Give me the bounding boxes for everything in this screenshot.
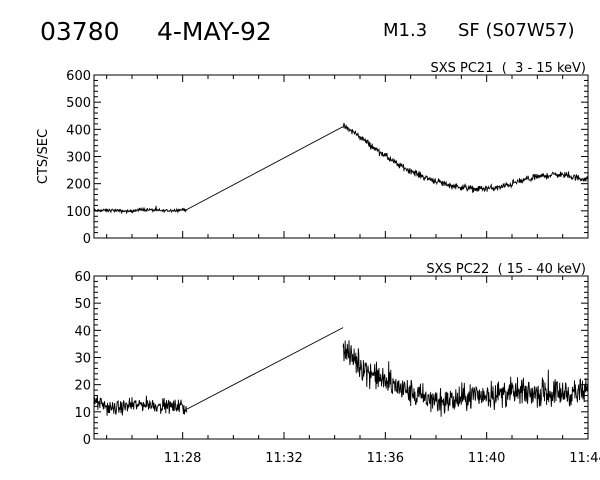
x-tick-label: 11:40 — [468, 451, 505, 466]
flare-class: M1.3 — [383, 20, 428, 41]
y-tick-label: 20 — [74, 379, 91, 394]
x-tick-label: 11:36 — [367, 451, 404, 466]
y-tick-label: 100 — [66, 205, 91, 220]
data-line — [93, 205, 188, 215]
plot-frame — [93, 74, 589, 239]
data-line — [186, 126, 344, 210]
x-tick-label: 11:44 — [569, 451, 600, 466]
y-tick-label: 400 — [66, 123, 91, 138]
y-tick-label: 40 — [74, 324, 91, 339]
y-tick-label: 60 — [74, 270, 91, 285]
y-tick-label: 300 — [66, 151, 91, 166]
data-line — [342, 122, 589, 193]
y-tick-label: 10 — [74, 406, 91, 421]
data-line — [93, 395, 188, 416]
y-tick-label: 500 — [66, 96, 91, 111]
y-tick-label: 30 — [74, 352, 91, 367]
event-date: 4-MAY-92 — [157, 17, 272, 46]
flare-location: SF (S07W57) — [458, 20, 575, 41]
panel-title: SXS PC21 ( 3 - 15 keV) — [430, 61, 586, 76]
y-tick-label: 0 — [83, 433, 91, 448]
x-tick-label: 11:32 — [265, 451, 302, 466]
data-line — [186, 327, 344, 410]
y-tick-label: 50 — [74, 297, 91, 312]
y-axis-label: CTS/SEC — [36, 129, 51, 184]
y-tick-label: 0 — [83, 232, 91, 247]
y-tick-label: 600 — [66, 69, 91, 84]
y-tick-label: 200 — [66, 178, 91, 193]
plot-frame — [93, 275, 589, 440]
panel-title: SXS PC22 ( 15 - 40 keV) — [426, 262, 586, 277]
x-tick-label: 11:28 — [164, 451, 201, 466]
data-line — [342, 340, 589, 417]
event-id: 03780 — [40, 17, 120, 46]
